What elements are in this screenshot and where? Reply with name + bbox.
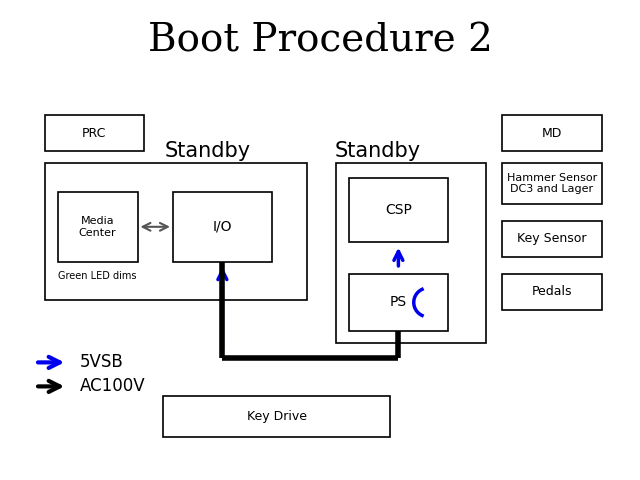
Bar xyxy=(45,163,307,300)
Bar xyxy=(349,274,448,331)
Text: PS: PS xyxy=(390,295,407,310)
Bar xyxy=(502,163,602,204)
Text: Key Sensor: Key Sensor xyxy=(517,232,587,245)
Text: CSP: CSP xyxy=(385,203,412,217)
Text: AC100V: AC100V xyxy=(80,377,146,396)
Bar xyxy=(349,178,448,242)
Bar xyxy=(173,192,272,262)
Bar xyxy=(45,115,144,151)
Text: 5VSB: 5VSB xyxy=(80,353,124,372)
Text: Pedals: Pedals xyxy=(532,285,572,298)
Bar xyxy=(502,115,602,151)
Text: MD: MD xyxy=(542,127,562,140)
Bar xyxy=(502,221,602,257)
Bar xyxy=(58,192,138,262)
Bar xyxy=(336,163,486,343)
Text: Key Drive: Key Drive xyxy=(247,410,307,423)
Text: Standby: Standby xyxy=(335,141,420,161)
Bar xyxy=(163,396,390,437)
Text: I/O: I/O xyxy=(212,220,232,234)
Text: Green LED dims: Green LED dims xyxy=(58,271,136,281)
Text: Media
Center: Media Center xyxy=(79,216,116,238)
Text: PRC: PRC xyxy=(82,127,107,140)
Bar xyxy=(502,274,602,310)
Text: Boot Procedure 2: Boot Procedure 2 xyxy=(148,22,492,60)
Text: Standby: Standby xyxy=(165,141,251,161)
Text: Hammer Sensor
DC3 and Lager: Hammer Sensor DC3 and Lager xyxy=(507,173,597,194)
